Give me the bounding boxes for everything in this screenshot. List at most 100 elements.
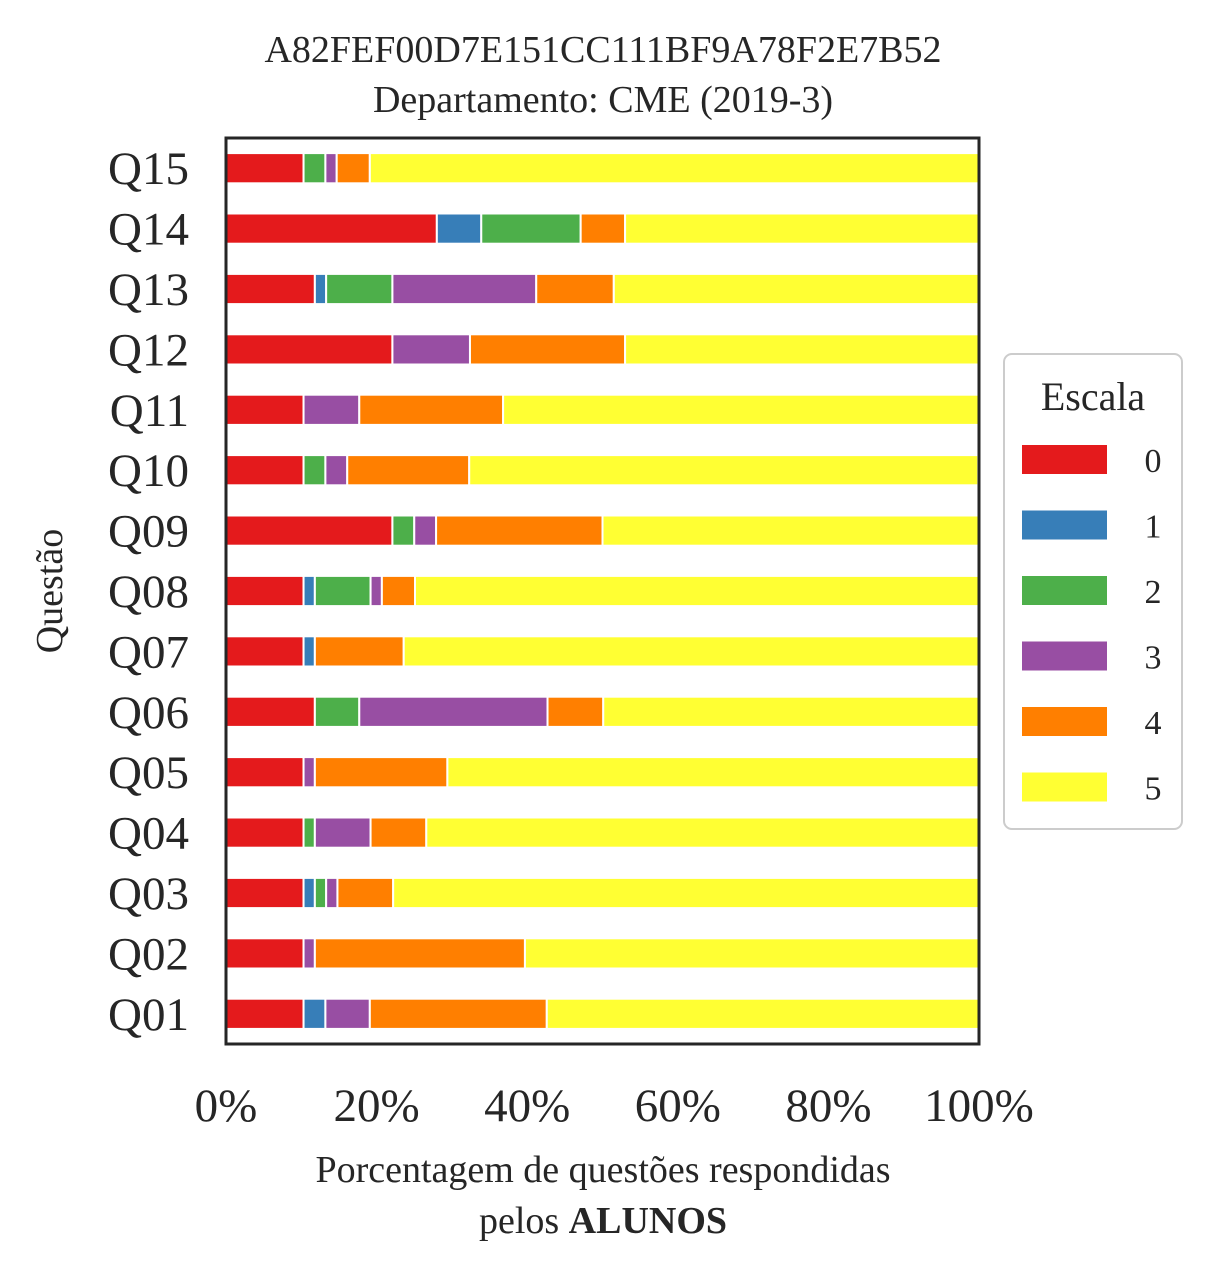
bar-q06-scale-5 — [602, 695, 981, 728]
bar-q12-scale-3 — [391, 333, 471, 366]
bar-q09-scale-2 — [391, 514, 416, 547]
plot-frame — [224, 136, 981, 1046]
bar-q01-scale-1 — [302, 997, 327, 1030]
y-tick-label-q01: Q01 — [108, 989, 189, 1041]
legend-title: Escala — [1041, 374, 1146, 419]
legend-swatch-0 — [1022, 445, 1107, 474]
legend-swatch-3 — [1022, 641, 1107, 671]
legend-swatch-4 — [1022, 707, 1107, 736]
y-tick-label-q03: Q03 — [108, 868, 189, 920]
bar-q11-scale-3 — [302, 393, 361, 426]
bar-q03-scale-0 — [225, 876, 305, 910]
bar-q06-scale-3 — [358, 695, 549, 728]
x-tick-label-4: 80% — [785, 1080, 871, 1132]
bar-q09-scale-4 — [435, 514, 604, 547]
bar-q15-scale-4 — [335, 152, 371, 185]
bar-q04-scale-5 — [425, 816, 981, 849]
bar-q12-scale-0 — [225, 333, 394, 366]
bar-q09-scale-0 — [225, 514, 394, 547]
bar-q11-scale-0 — [225, 393, 305, 426]
legend-label-3: 3 — [1145, 640, 1162, 677]
bar-q10-scale-0 — [225, 454, 305, 487]
bar-q15-scale-3 — [324, 152, 338, 185]
bar-q15-scale-0 — [225, 152, 305, 185]
y-tick-labels: Q01 Q02 Q03 Q04 Q05 Q06 Q07 Q08 Q09 Q10 Q11 Q12 Q13 Q… — [108, 143, 189, 1041]
bar-q04-scale-4 — [369, 816, 428, 849]
bar-q13-scale-2 — [325, 272, 394, 306]
y-tick-label-q09: Q09 — [108, 506, 189, 558]
bar-q10-scale-4 — [346, 454, 471, 487]
x-tick-label-2: 40% — [484, 1080, 570, 1132]
y-tick-label-q10: Q10 — [108, 445, 189, 497]
bar-q06-scale-2 — [313, 695, 361, 728]
bar-q07-scale-0 — [225, 635, 305, 668]
bar-q02-scale-0 — [225, 937, 305, 970]
x-axis-label-line1: Porcentagem de questões respondidas — [315, 1149, 890, 1191]
bar-q14-scale-5 — [624, 212, 981, 245]
x-tick-label-3: 60% — [635, 1080, 721, 1132]
y-tick-label-q11: Q11 — [110, 385, 189, 437]
bar-q15-scale-5 — [368, 152, 980, 185]
bar-q15-scale-2 — [302, 152, 327, 185]
bar-q09-scale-5 — [601, 514, 980, 547]
bar-q04-scale-0 — [225, 816, 305, 849]
chart-title-line2: Departamento: CME (2019-3) — [373, 79, 833, 121]
x-tick-label-5: 100% — [924, 1080, 1034, 1132]
bar-q03-scale-5 — [392, 876, 981, 910]
bar-q07-scale-5 — [402, 635, 981, 668]
bar-q07-scale-1 — [302, 635, 316, 668]
legend-swatch-1 — [1022, 510, 1107, 540]
bar-q10-scale-5 — [468, 454, 980, 487]
legend-label-0: 0 — [1145, 443, 1162, 480]
bar-q08-scale-1 — [302, 574, 316, 608]
legend-swatch-2 — [1022, 576, 1107, 605]
bar-q01-scale-5 — [545, 997, 980, 1030]
bar-q12-scale-4 — [468, 333, 627, 366]
bar-q04-scale-2 — [302, 816, 316, 849]
bar-q14-scale-2 — [480, 212, 582, 245]
y-tick-label-q06: Q06 — [108, 687, 189, 739]
bar-q05-scale-3 — [302, 756, 316, 789]
bar-q08-scale-4 — [380, 574, 417, 608]
bar-q13-scale-5 — [612, 272, 980, 306]
bar-q06-scale-4 — [546, 695, 605, 728]
bar-q14-scale-0 — [225, 212, 438, 245]
bar-q11-scale-4 — [358, 393, 505, 426]
bar-q07-scale-4 — [313, 635, 405, 668]
bar-q06-scale-0 — [225, 695, 316, 728]
bar-q01-scale-0 — [225, 997, 305, 1030]
y-axis-label: Questão — [29, 529, 71, 654]
bar-q10-scale-2 — [302, 454, 327, 487]
bar-q03-scale-4 — [336, 876, 395, 910]
bar-q08-scale-5 — [414, 574, 981, 608]
x-tick-label-1: 20% — [334, 1080, 420, 1132]
legend: Escala 0 1 2 3 4 5 — [1003, 353, 1183, 830]
bar-q04-scale-3 — [313, 816, 372, 849]
y-tick-label-q07: Q07 — [108, 626, 189, 678]
bar-q12-scale-5 — [624, 333, 981, 366]
y-tick-label-q15: Q15 — [108, 143, 189, 195]
bar-q10-scale-3 — [324, 454, 349, 487]
bar-q14-scale-4 — [579, 212, 627, 245]
legend-label-4: 4 — [1145, 705, 1162, 742]
bar-q05-scale-4 — [313, 756, 449, 789]
bar-q08-scale-0 — [225, 574, 305, 608]
bar-q03-scale-1 — [302, 876, 316, 910]
x-tick-labels: 0% 20% 40% 60% 80% 100% — [195, 1080, 1034, 1132]
bar-q05-scale-0 — [225, 756, 305, 789]
bar-q08-scale-2 — [313, 574, 372, 608]
bar-q11-scale-5 — [502, 393, 980, 426]
bar-q14-scale-1 — [435, 212, 483, 245]
bar-q13-scale-0 — [225, 272, 316, 306]
bar-q02-scale-5 — [523, 937, 980, 970]
x-axis-label-prefix: pelos — [479, 1200, 569, 1242]
y-tick-label-q05: Q05 — [108, 747, 189, 799]
y-tick-label-q04: Q04 — [108, 808, 189, 860]
bar-q03-scale-3 — [325, 876, 339, 910]
x-axis-label-bold: ALUNOS — [569, 1200, 727, 1242]
bars-group — [225, 152, 981, 1030]
legend-label-1: 1 — [1145, 509, 1162, 546]
y-tick-label-q12: Q12 — [108, 324, 189, 376]
bar-q13-scale-3 — [391, 272, 538, 306]
